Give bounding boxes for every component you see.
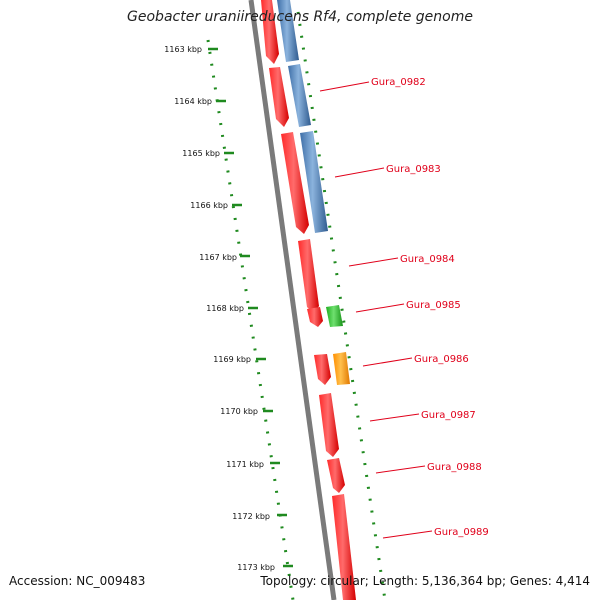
scale-label: 1168 kbp <box>206 304 244 313</box>
gene-label-gura-0988[interactable]: Gura_0988 <box>427 462 482 473</box>
leader-line <box>348 257 399 267</box>
scale-label: 1169 kbp <box>213 355 251 364</box>
gene-blue <box>277 0 299 62</box>
gene-red <box>319 393 339 457</box>
scale-label: 1164 kbp <box>174 97 212 106</box>
gene-green <box>326 305 343 327</box>
gene-blue <box>300 131 328 233</box>
leader-line <box>369 413 420 422</box>
scale-ticks <box>208 47 293 568</box>
gene-red <box>332 494 356 600</box>
scale-label: 1170 kbp <box>220 407 258 416</box>
genome-summary-text: Topology: circular; Length: 5,136,364 bp… <box>260 574 590 588</box>
blue-genes <box>277 0 328 233</box>
gene-red <box>307 307 323 327</box>
scale-label: 1167 kbp <box>199 253 237 262</box>
gene-label-gura-0989[interactable]: Gura_0989 <box>434 527 489 538</box>
leader-line <box>334 167 385 178</box>
gene-red <box>298 239 319 314</box>
scale-label: 1173 kbp <box>237 563 275 572</box>
map-title: Geobacter uraniireducens Rf4, complete g… <box>127 9 473 25</box>
red-genes <box>261 0 356 600</box>
gene-label-gura-0985[interactable]: Gura_0985 <box>406 300 461 311</box>
gene-label-gura-0987[interactable]: Gura_0987 <box>421 410 476 421</box>
scale-label: 1165 kbp <box>182 149 220 158</box>
gene-label-gura-0986[interactable]: Gura_0986 <box>414 354 469 365</box>
gene-red <box>281 132 309 234</box>
leader-line <box>355 303 405 313</box>
leader-line <box>319 81 370 92</box>
gene-blue <box>288 64 311 127</box>
gene-orange <box>333 352 350 385</box>
scale-labels: 1163 kbp 1164 kbp 1165 kbp 1166 kbp 1167… <box>164 45 275 572</box>
gene-label-gura-0982[interactable]: Gura_0982 <box>371 77 426 88</box>
scale-label: 1163 kbp <box>164 45 202 54</box>
leader-line <box>382 530 433 539</box>
gene-red <box>327 458 345 493</box>
scale-label: 1172 kbp <box>232 512 270 521</box>
leader-line <box>362 357 413 367</box>
gene-red <box>269 67 289 127</box>
gene-label-gura-0984[interactable]: Gura_0984 <box>400 254 455 265</box>
gene-labels: Gura_0982 Gura_0983 Gura_0984 Gura_0985 … <box>371 77 489 538</box>
gene-red <box>314 354 331 385</box>
gene-label-gura-0983[interactable]: Gura_0983 <box>386 164 441 175</box>
gene-red <box>261 0 279 64</box>
genome-backbone <box>248 0 337 600</box>
scale-label: 1171 kbp <box>226 460 264 469</box>
accession-text: Accession: NC_009483 <box>9 574 146 588</box>
leader-line <box>375 465 426 474</box>
scale-label: 1166 kbp <box>190 201 228 210</box>
gene-leader-lines <box>319 81 433 539</box>
